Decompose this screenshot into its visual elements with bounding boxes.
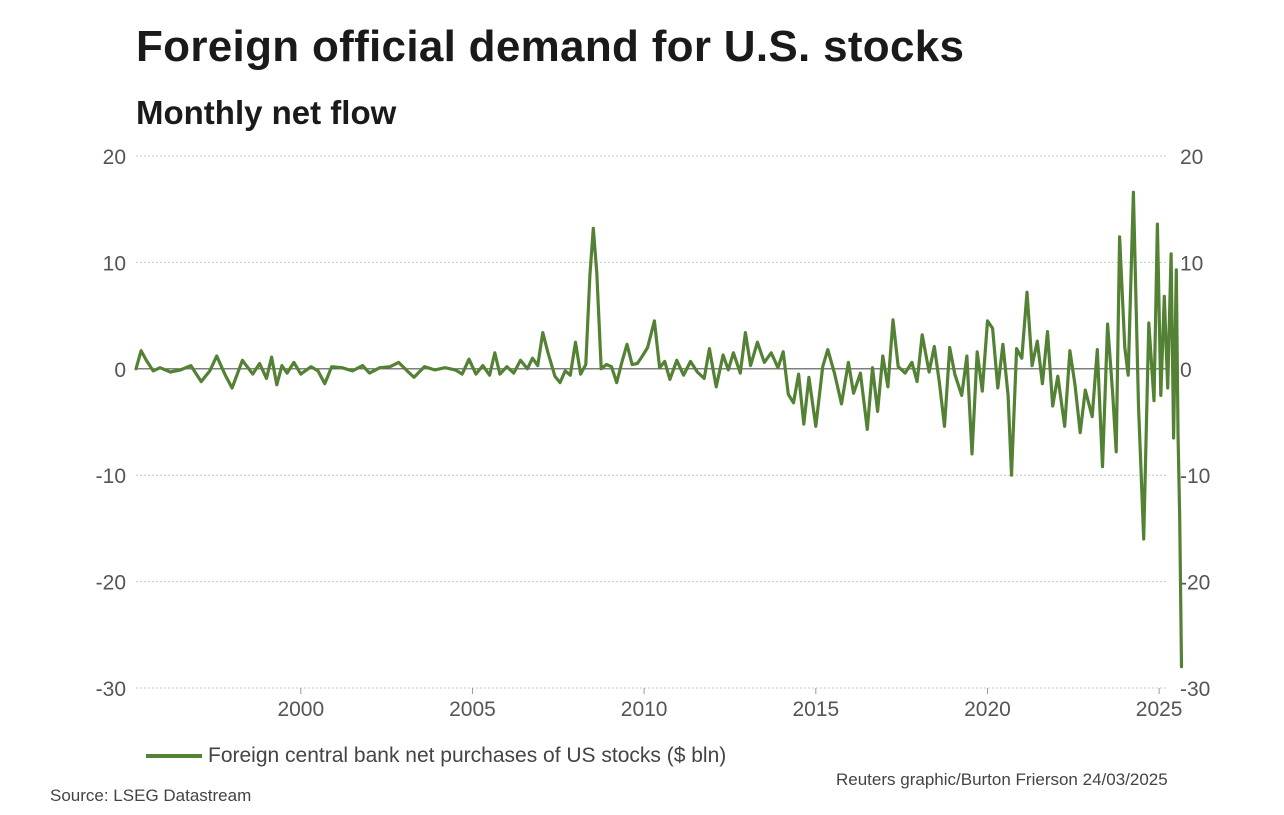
- source-note: Source: LSEG Datastream: [50, 786, 252, 805]
- y-tick-label-right: -20: [1180, 572, 1210, 595]
- x-tick-label: 2005: [449, 698, 496, 721]
- y-tick-label-right: -30: [1180, 678, 1210, 701]
- y-tick-label-right: -10: [1180, 465, 1210, 488]
- chart-subtitle: Monthly net flow: [136, 94, 397, 131]
- x-tick-label: 2015: [792, 698, 839, 721]
- y-tick-label-left: 20: [103, 146, 126, 169]
- y-tick-label-right: 10: [1180, 252, 1203, 275]
- x-tick-label: 2025: [1136, 698, 1183, 721]
- y-tick-label-right: 20: [1180, 146, 1203, 169]
- x-tick-label: 2000: [277, 698, 324, 721]
- y-tick-label-left: 0: [114, 359, 126, 382]
- chart-title: Foreign official demand for U.S. stocks: [136, 22, 965, 71]
- credit-note: Reuters graphic/Burton Frierson 24/03/20…: [836, 770, 1168, 789]
- y-tick-label-left: -20: [96, 572, 126, 595]
- y-tick-label-right: 0: [1180, 359, 1192, 382]
- x-tick-label: 2020: [964, 698, 1011, 721]
- legend-label: Foreign central bank net purchases of US…: [208, 744, 727, 767]
- x-tick-label: 2010: [621, 698, 668, 721]
- y-tick-label-left: -10: [96, 465, 126, 488]
- legend-swatch: [146, 754, 202, 758]
- series-line-0: [134, 190, 1184, 669]
- legend: Foreign central bank net purchases of US…: [146, 744, 726, 768]
- y-tick-label-left: 10: [103, 252, 126, 275]
- y-tick-label-left: -30: [96, 678, 126, 701]
